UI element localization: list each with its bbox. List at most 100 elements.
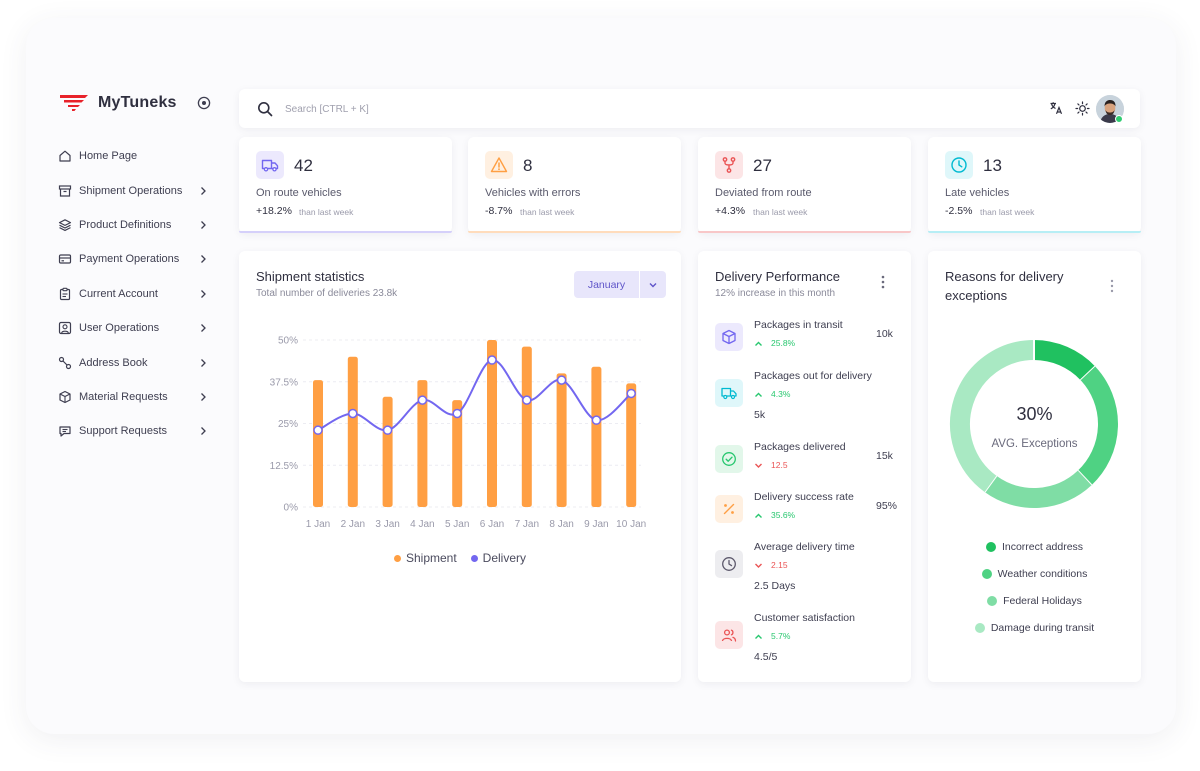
stat-label: Deviated from route [715, 187, 812, 199]
y-tick-label: 37.5% [270, 377, 298, 388]
sidebar-item-label: Shipment Operations [79, 184, 183, 197]
y-tick-label: 50% [278, 336, 298, 347]
stat-label: On route vehicles [256, 187, 342, 199]
performance-change: 2.15 [754, 560, 788, 570]
search-input[interactable] [285, 99, 785, 119]
performance-value: 4.5/5 [754, 651, 778, 663]
delivery-point [452, 408, 462, 419]
stat-card-on-route[interactable]: 42 On route vehicles +18.2% than last we… [239, 137, 452, 233]
stat-card-late[interactable]: 13 Late vehicles -2.5% than last week [928, 137, 1141, 233]
route-icon [58, 356, 72, 369]
avatar[interactable] [1096, 95, 1124, 123]
sidebar-collapse-icon[interactable] [197, 96, 211, 110]
translate-icon[interactable] [1049, 101, 1063, 115]
stat-card-errors[interactable]: 8 Vehicles with errors -8.7% than last w… [468, 137, 681, 233]
performance-change: 25.8% [754, 338, 795, 348]
sidebar-item-home-page[interactable]: Home Page [58, 139, 208, 173]
brand[interactable]: MyTuneks [58, 92, 177, 114]
panel-subtitle: Total number of deliveries 23.8k [256, 288, 398, 299]
sidebar-item-label: Current Account [79, 287, 158, 300]
month-select[interactable]: January [574, 271, 666, 298]
stat-card-deviated[interactable]: 27 Deviated from route +4.3% than last w… [698, 137, 911, 233]
y-tick-label: 12.5% [270, 461, 298, 472]
donut-segment[interactable] [1077, 366, 1118, 486]
x-tick-label: 8 Jan [549, 519, 573, 530]
performance-value: 95% [876, 500, 898, 512]
stat-value: 8 [523, 156, 533, 175]
chevron-right-icon [201, 221, 206, 229]
arrow-down-icon [755, 563, 762, 568]
arrow-up-icon [755, 341, 762, 346]
arrow-up-icon [755, 513, 762, 518]
sun-icon[interactable] [1075, 101, 1090, 116]
exceptions-legend-item[interactable]: Damage during transit [928, 622, 1141, 634]
donut-center-value: 30% [1016, 404, 1053, 424]
exceptions-legend-item[interactable]: Federal Holidays [928, 595, 1141, 607]
exceptions-legend-item[interactable]: Weather conditions [928, 568, 1141, 580]
credit-card-icon [58, 254, 72, 264]
chevron-right-icon [201, 255, 206, 264]
delivery-performance-panel: Delivery Performance 12% increase in thi… [698, 251, 911, 682]
sidebar-item-user-operations[interactable]: User Operations [58, 311, 208, 345]
performance-change-value: 5.7% [771, 631, 791, 641]
performance-change-value: 2.15 [771, 560, 788, 570]
legend-item-shipment[interactable]: Shipment [393, 551, 457, 565]
sidebar-item-current-account[interactable]: Current Account [58, 277, 208, 311]
legend-dot [981, 569, 992, 579]
delivery-point [313, 425, 323, 435]
legend-dot [985, 542, 996, 552]
more-vertical-icon[interactable] [881, 275, 885, 289]
performance-label: Customer satisfaction [754, 612, 855, 624]
sidebar-item-material-requests[interactable]: Material Requests [58, 380, 208, 414]
performance-value: 5k [754, 409, 766, 421]
stat-label: Vehicles with errors [485, 187, 581, 199]
arrow-up-icon [755, 634, 762, 639]
stat-label: Late vehicles [945, 187, 1010, 199]
delivery-point [487, 355, 497, 365]
stat-value: 13 [983, 156, 1002, 175]
sidebar-item-address-book[interactable]: Address Book [58, 345, 208, 379]
panel-title: Delivery Performance [715, 269, 840, 284]
brand-name: MyTuneks [98, 94, 177, 111]
delivery-point [591, 415, 602, 425]
exceptions-legend-item[interactable]: Incorrect address [928, 541, 1141, 553]
performance-label: Packages delivered [754, 441, 846, 453]
donut-segment[interactable] [984, 470, 1092, 508]
sidebar-nav: Home Page Shipment Operations Product De… [58, 139, 208, 449]
clipboard-icon [59, 287, 71, 300]
sidebar-item-label: Home Page [79, 150, 138, 163]
stat-accent-line [239, 231, 452, 233]
stat-compare: than last week [980, 207, 1035, 217]
arrow-up-icon [755, 392, 762, 397]
shipment-statistics-panel: Shipment statistics Total number of deli… [239, 251, 681, 682]
legend-label: Delivery [482, 551, 527, 565]
legend-dot [393, 554, 401, 562]
home-icon [59, 150, 71, 162]
legend-dot [987, 596, 998, 606]
performance-change-value: 35.6% [771, 510, 796, 520]
chat-bubble-icon [59, 426, 71, 437]
donut-segment[interactable] [1033, 340, 1096, 381]
stat-compare: than last week [753, 207, 808, 217]
x-tick-label: 2 Jan [341, 519, 365, 530]
sidebar-item-label: Product Definitions [79, 218, 172, 231]
sidebar-item-payment-operations[interactable]: Payment Operations [58, 242, 208, 276]
legend-item-delivery[interactable]: Delivery [470, 551, 527, 565]
performance-change-value: 25.8% [771, 338, 796, 348]
stat-change: -8.7% [485, 205, 513, 217]
clock-icon [945, 151, 973, 179]
users-icon [715, 621, 743, 649]
shipment-bar [347, 356, 358, 507]
sidebar-item-product-definitions[interactable]: Product Definitions [58, 208, 208, 242]
search-icon[interactable] [257, 101, 273, 117]
sidebar-item-support-requests[interactable]: Support Requests [58, 414, 208, 448]
panel-title: Reasons for delivery [945, 269, 1064, 284]
sidebar-item-shipment-operations[interactable]: Shipment Operations [58, 173, 208, 207]
chevron-down-icon[interactable] [640, 271, 666, 298]
more-vertical-icon[interactable] [1110, 279, 1114, 293]
donut-segment[interactable] [950, 340, 1035, 492]
shipment-bar [556, 373, 567, 507]
donut-separator [983, 475, 998, 493]
stat-change: +18.2% [256, 205, 292, 217]
online-status-dot [1115, 115, 1123, 123]
